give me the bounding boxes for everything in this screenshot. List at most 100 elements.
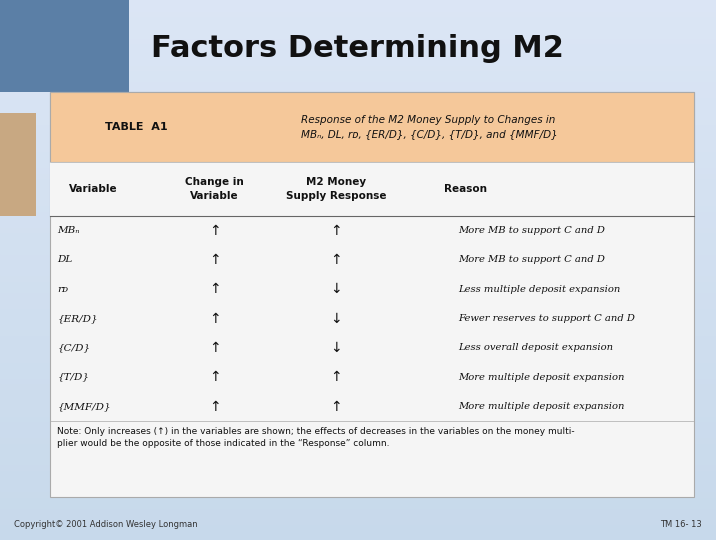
Bar (0, 410, 716, 416)
Text: ↓: ↓ (330, 282, 342, 296)
Bar (0, 243, 716, 248)
Text: ↑: ↑ (209, 312, 220, 326)
Bar (0, 189, 716, 194)
Bar (0, 54, 716, 59)
Text: ↓: ↓ (330, 341, 342, 355)
Bar (0, 76, 716, 81)
Bar (0, 130, 716, 135)
Text: ↑: ↑ (330, 400, 342, 414)
Bar (0, 356, 716, 362)
Bar (0, 140, 716, 146)
Bar (0, 151, 716, 157)
Bar (0, 5, 716, 11)
Text: ↑: ↑ (209, 400, 220, 414)
Text: Copyright© 2001 Addison Wesley Longman: Copyright© 2001 Addison Wesley Longman (14, 520, 198, 529)
Bar (0, 238, 716, 243)
Bar (0, 459, 716, 464)
Bar (0, 340, 716, 346)
Text: Reason: Reason (444, 184, 487, 194)
Text: ↑: ↑ (330, 224, 342, 238)
Bar (0, 167, 716, 173)
Bar (0, 178, 716, 184)
Bar (0, 470, 716, 475)
FancyBboxPatch shape (0, 0, 129, 92)
Bar (0, 416, 716, 421)
Text: More multiple deposit expansion: More multiple deposit expansion (458, 402, 624, 411)
Bar (0, 16, 716, 22)
Text: ↑: ↑ (209, 341, 220, 355)
Bar (0, 92, 716, 97)
Text: rᴅ: rᴅ (58, 285, 68, 294)
Bar (0, 319, 716, 324)
FancyBboxPatch shape (50, 92, 694, 162)
Bar (0, 65, 716, 70)
Text: TM 16- 13: TM 16- 13 (660, 520, 701, 529)
Bar (0, 184, 716, 189)
Bar (0, 508, 716, 513)
Bar (0, 427, 716, 432)
Bar (0, 146, 716, 151)
Bar (0, 529, 716, 535)
Text: More MB to support C and D: More MB to support C and D (458, 255, 605, 265)
Text: DL: DL (58, 255, 73, 265)
Bar (0, 205, 716, 211)
Text: ↑: ↑ (209, 253, 220, 267)
Text: Factors Determining M2: Factors Determining M2 (151, 34, 564, 63)
Bar (0, 108, 716, 113)
Text: TABLE  A1: TABLE A1 (104, 122, 167, 132)
Bar (0, 119, 716, 124)
Bar (0, 221, 716, 227)
Bar (0, 351, 716, 356)
Text: {T/D}: {T/D} (58, 373, 89, 382)
Text: ↑: ↑ (209, 224, 220, 238)
Bar (0, 259, 716, 265)
Bar (0, 0, 716, 5)
Bar (0, 211, 716, 216)
Bar (0, 43, 716, 49)
Bar (0, 162, 716, 167)
Bar (0, 254, 716, 259)
Bar (0, 135, 716, 140)
Bar (0, 491, 716, 497)
Bar (0, 59, 716, 65)
Bar (0, 297, 716, 302)
Bar (0, 383, 716, 389)
Bar (0, 38, 716, 43)
Text: {MMF/D}: {MMF/D} (58, 402, 111, 411)
Bar (0, 394, 716, 400)
Bar (0, 437, 716, 443)
Bar (0, 302, 716, 308)
Bar (0, 513, 716, 518)
Bar (0, 486, 716, 491)
Text: ↑: ↑ (330, 370, 342, 384)
Bar (0, 329, 716, 335)
Text: More MB to support C and D: More MB to support C and D (458, 226, 605, 235)
Bar (0, 32, 716, 38)
Bar (0, 454, 716, 459)
Bar (0, 173, 716, 178)
Bar (0, 362, 716, 367)
Bar (0, 535, 716, 540)
Bar (0, 11, 716, 16)
Bar (0, 157, 716, 162)
Bar (0, 524, 716, 529)
Text: ↑: ↑ (209, 370, 220, 384)
Text: Fewer reserves to support C and D: Fewer reserves to support C and D (458, 314, 635, 323)
Text: {ER/D}: {ER/D} (58, 314, 98, 323)
Bar (0, 308, 716, 313)
Bar (0, 49, 716, 54)
Bar (0, 448, 716, 454)
Bar (0, 443, 716, 448)
Bar (0, 324, 716, 329)
Text: Less multiple deposit expansion: Less multiple deposit expansion (458, 285, 621, 294)
Bar (0, 124, 716, 130)
Bar (0, 27, 716, 32)
Bar (0, 497, 716, 502)
Bar (0, 421, 716, 427)
Bar (0, 200, 716, 205)
Bar (0, 103, 716, 108)
Bar (0, 232, 716, 238)
FancyBboxPatch shape (0, 113, 36, 216)
Bar (0, 464, 716, 470)
Text: Change in
Variable: Change in Variable (185, 178, 244, 200)
